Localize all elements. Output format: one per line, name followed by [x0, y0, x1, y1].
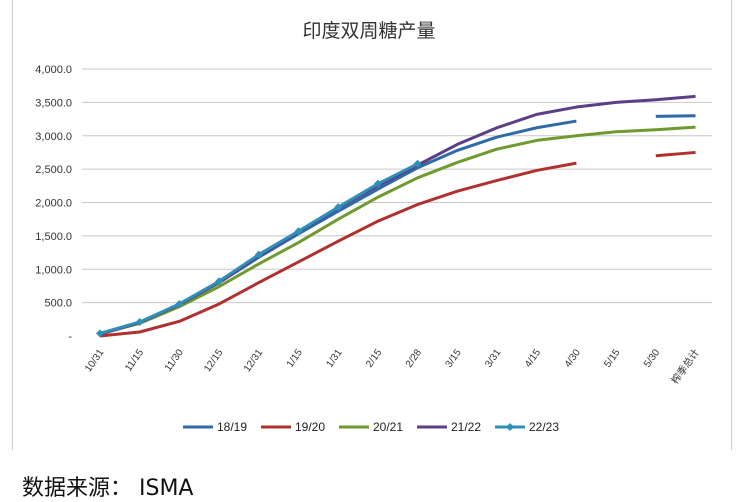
legend-marker: [506, 423, 514, 431]
y-tick-label: 1,500.0: [35, 231, 72, 243]
data-point-22/23: [96, 329, 104, 338]
x-tick-label: 2/28: [404, 347, 424, 370]
x-tick-label: 榨季总计: [668, 346, 702, 386]
data-point-22/23: [334, 203, 343, 212]
data-point-22/23: [413, 159, 422, 168]
x-tick-label: 11/30: [163, 347, 186, 374]
x-tick-label: 5/30: [642, 347, 662, 370]
y-tick-label: 3,500.0: [35, 97, 72, 109]
series-line-19/20: [99, 161, 577, 338]
x-tick-label: 4/30: [563, 347, 583, 370]
data-point-22/23: [175, 299, 184, 308]
source-note: 数据来源： ISMA: [22, 476, 194, 501]
y-tick-label: 4,000.0: [35, 64, 72, 76]
data-point-22/23: [254, 250, 263, 259]
y-tick-label: 500.0: [44, 298, 72, 310]
x-tick-label: 10/31: [83, 347, 107, 374]
series-line-18/19: [99, 119, 577, 336]
legend-label: 22/23: [529, 420, 559, 434]
x-tick-label: 3/31: [483, 347, 503, 370]
x-tick-label: 1/15: [285, 347, 305, 370]
y-tick-label: -: [68, 331, 72, 343]
chart-title: 印度双周糖产量: [302, 20, 436, 42]
x-tick-label: 4/15: [523, 347, 543, 370]
x-tick-label: 2/15: [364, 347, 384, 370]
series-line-20/21: [99, 125, 696, 336]
y-tick-label: 2,000.0: [35, 198, 72, 210]
legend-label: 20/21: [373, 420, 403, 434]
legend-label: 19/20: [295, 420, 325, 434]
y-tick-label: 1,000.0: [35, 264, 72, 276]
line-chart: - 500.0 1,000.0 1,500.0 2,000.0 2,500.0 3,000.…: [35, 64, 712, 434]
series-line-22/23: [99, 162, 419, 335]
legend-label: 18/19: [217, 420, 247, 434]
x-tick-label: 12/31: [242, 347, 266, 374]
x-tick-label: 5/15: [602, 347, 622, 370]
data-point-22/23: [294, 227, 303, 236]
x-tick-label: 11/15: [123, 347, 146, 374]
y-tick-label: 2,500.0: [35, 164, 72, 176]
y-tick-label: 3,000.0: [35, 131, 72, 143]
data-point-22/23: [135, 317, 144, 326]
x-tick-label: 1/31: [324, 347, 344, 370]
data-point-22/23: [215, 277, 224, 286]
x-tick-label: 3/15: [444, 347, 464, 370]
chart-frame: [12, 0, 732, 450]
series-line-19/20: [655, 150, 696, 158]
legend-label: 21/22: [451, 420, 481, 434]
x-tick-label: 12/15: [202, 347, 226, 374]
data-point-22/23: [373, 179, 382, 188]
series-line-18/19: [655, 114, 696, 118]
